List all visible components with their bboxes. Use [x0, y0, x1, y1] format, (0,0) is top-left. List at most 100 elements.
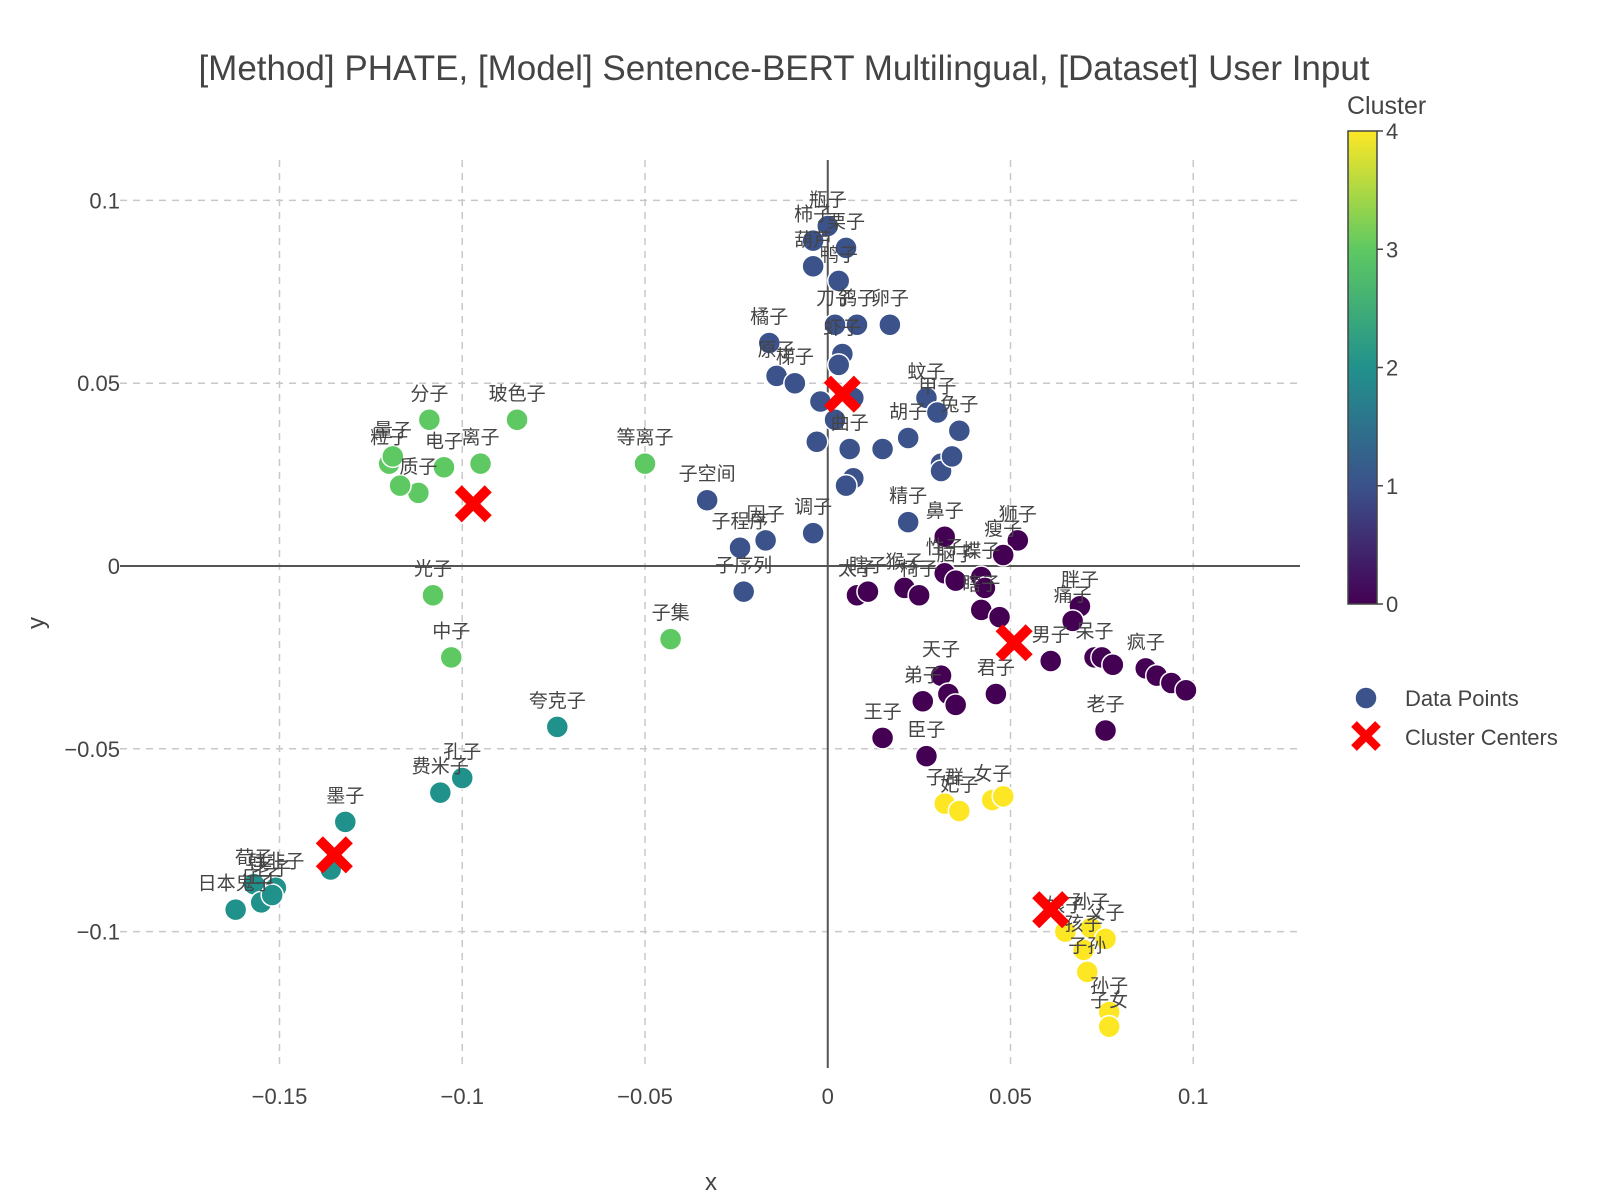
point-label: 孙子 — [1090, 975, 1128, 997]
data-point — [260, 883, 284, 907]
point-label: 等离子 — [616, 427, 673, 449]
data-point — [381, 444, 405, 469]
data-point — [545, 715, 570, 739]
data-point — [1097, 1014, 1121, 1039]
point-label: 性子 — [926, 536, 964, 558]
point-label: 瞎子 — [849, 555, 887, 577]
data-point — [388, 473, 412, 498]
data-point — [914, 744, 939, 768]
chart-title: [Method] PHATE, [Model] Sentence-BERT Mu… — [198, 49, 1369, 88]
point-label: 离子 — [462, 427, 500, 449]
cluster-center-stroke — [823, 375, 861, 413]
point-label: 弟子 — [904, 664, 942, 686]
point-label: 鸽子 — [838, 288, 876, 310]
point-label: 甲子 — [918, 375, 956, 397]
data-point — [658, 627, 683, 651]
point-label: 君子 — [977, 657, 1015, 679]
data-point — [428, 780, 453, 805]
cluster-center-marker — [1032, 891, 1070, 929]
point-label: 韩非子 — [247, 851, 304, 873]
cluster-center-stroke — [315, 836, 353, 874]
point-label: 王子 — [864, 701, 902, 723]
colorbar-gradient — [1347, 130, 1378, 605]
data-point — [1038, 649, 1063, 673]
point-label: 老子 — [253, 858, 291, 880]
data-point — [991, 784, 1015, 809]
point-label: 电子 — [425, 430, 463, 452]
legend-label-cluster-centers: Cluster Centers — [1405, 725, 1558, 750]
data-point — [801, 254, 825, 278]
y-tick-label: 0 — [108, 554, 120, 579]
colorbar-tick-label: 4 — [1386, 119, 1398, 144]
colorbar-ticks: 0 1 2 3 4 — [1377, 119, 1398, 617]
point-label: 呆子 — [1076, 620, 1114, 642]
legend-marker-cluster-centers — [1351, 721, 1381, 751]
data-point — [633, 451, 657, 476]
point-label: 老子 — [1087, 694, 1125, 716]
data-point — [439, 645, 464, 670]
data-points — [223, 214, 1198, 1039]
point-label: 孩子 — [1065, 913, 1103, 935]
point-label: 光子 — [414, 558, 452, 580]
point-label: 蚊子 — [907, 361, 945, 383]
cluster-center-marker — [823, 375, 861, 413]
data-point — [837, 437, 862, 461]
data-point — [943, 568, 968, 593]
point-label: 精子 — [889, 485, 927, 507]
point-label: 子序列 — [715, 555, 772, 577]
point-label: 椅子 — [900, 558, 938, 580]
point-label: 兔子 — [940, 394, 978, 416]
point-label: 中子 — [432, 620, 470, 642]
point-label: 子女 — [1090, 990, 1128, 1012]
data-point — [421, 583, 445, 607]
point-label: 子集 — [652, 602, 690, 624]
data-point — [925, 400, 950, 425]
point-label: 卵子 — [871, 288, 909, 310]
x-tick-label: −0.1 — [441, 1084, 484, 1109]
point-label: 臣子 — [907, 719, 945, 741]
data-point — [816, 214, 840, 238]
data-point — [805, 429, 829, 454]
point-label: 虾子 — [823, 317, 861, 339]
point-label: 妃子 — [940, 774, 978, 796]
point-label: 鼻子 — [926, 500, 964, 522]
data-point — [505, 408, 529, 432]
legend: Data Points Cluster Centers — [1351, 686, 1558, 751]
point-label: 猴子 — [885, 551, 923, 573]
data-point — [417, 408, 442, 432]
point-label: 日本鬼子 — [198, 873, 274, 895]
zero-lines — [120, 160, 1300, 1068]
cluster-center-marker — [454, 485, 492, 523]
data-point — [834, 236, 858, 260]
y-tick-label: 0.05 — [77, 371, 120, 396]
point-label: 子空间 — [679, 463, 736, 485]
data-point — [1093, 927, 1118, 951]
point-label: 原子 — [758, 339, 796, 361]
point-label: 庄子 — [242, 865, 280, 887]
data-point — [834, 473, 858, 498]
point-label: 蝶子 — [962, 540, 1000, 562]
y-tick-label: −0.05 — [64, 737, 120, 762]
data-point — [731, 579, 756, 604]
point-label: 父子 — [1087, 902, 1125, 924]
data-point — [1006, 528, 1030, 553]
point-label: 疯子 — [1127, 631, 1165, 653]
grid-layer — [120, 160, 1300, 1068]
data-point — [1075, 960, 1100, 984]
data-point — [801, 521, 825, 545]
data-point — [911, 689, 935, 714]
data-point — [783, 371, 807, 395]
data-point — [333, 810, 358, 834]
data-point — [1093, 718, 1118, 743]
point-label: 柿子 — [794, 204, 832, 226]
data-point — [940, 444, 964, 469]
y-tick-label: −0.1 — [77, 920, 120, 945]
colorbar-tick-label: 0 — [1386, 592, 1398, 617]
data-point — [757, 331, 782, 355]
data-point — [947, 799, 972, 823]
cluster-center-stroke — [454, 485, 492, 523]
point-label: 脑子 — [937, 544, 975, 566]
point-label: 太子 — [838, 558, 876, 580]
